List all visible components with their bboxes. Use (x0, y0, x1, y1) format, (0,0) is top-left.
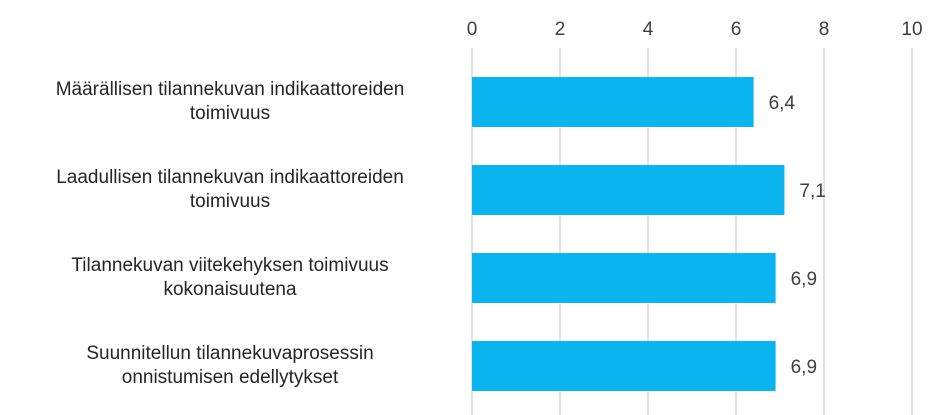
category-label: Laadullisen tilannekuvan indikaattoreide… (56, 167, 404, 212)
category-label: Tilannekuvan viitekehyksen toimivuus kok… (71, 255, 389, 300)
bar (472, 253, 776, 303)
x-tick-label: 2 (555, 19, 566, 40)
category-label: Suunnitellun tilannekuvaprosessin onnist… (86, 343, 374, 388)
bar (472, 165, 785, 215)
value-label: 6,9 (791, 357, 817, 378)
bar (472, 77, 754, 127)
bar (472, 341, 776, 391)
x-tick-label: 4 (643, 19, 654, 40)
value-label: 6,9 (791, 269, 817, 290)
x-tick-label: 10 (901, 19, 922, 40)
value-label: 6,4 (769, 93, 796, 114)
x-tick-label: 0 (467, 19, 478, 40)
category-label: Määrällisen tilannekuvan indikaattoreide… (55, 79, 405, 124)
value-label: 7,1 (799, 181, 825, 202)
x-tick-label: 6 (731, 19, 742, 40)
x-tick-label: 8 (819, 19, 830, 40)
